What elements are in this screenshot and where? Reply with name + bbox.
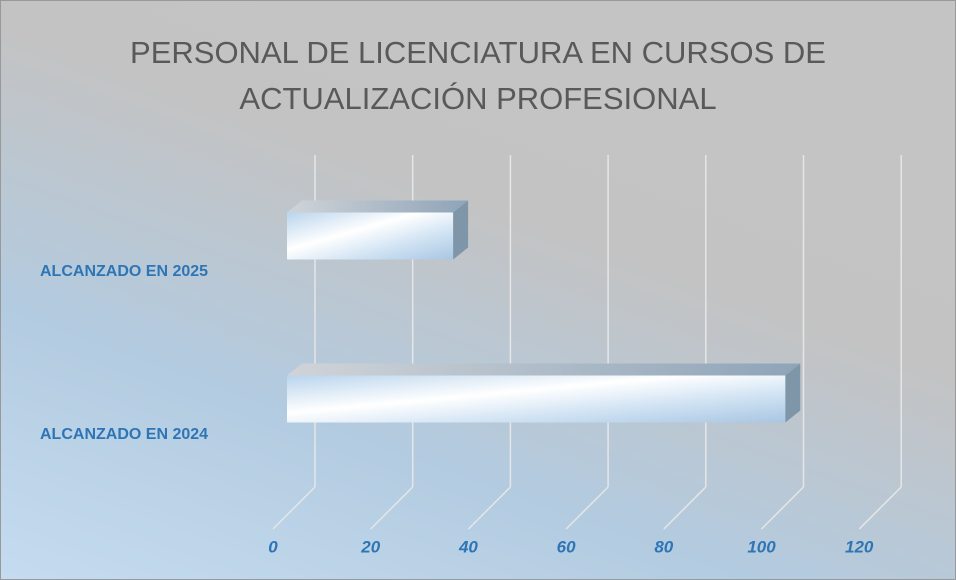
bar-top [287,363,801,376]
floor-grid-line [760,486,805,530]
x-tick-label: 80 [654,537,673,556]
y-tick-label: ALCANZADO EN 2025 [40,263,208,280]
x-tick-label: 100 [747,537,776,556]
floor-grid-line [663,486,707,530]
x-tick-label: 0 [268,537,278,556]
bar-side [785,363,801,423]
x-tick-label: 20 [360,537,380,556]
y-tick-label: ALCANZADO EN 2024 [40,426,208,443]
floor-grid-line [467,486,511,530]
x-tick-label: 120 [845,537,874,556]
x-tick-label: 60 [557,537,576,556]
chart-title: PERSONAL DE LICENCIATURA EN CURSOS DE AC… [130,35,826,116]
x-tick-label: 40 [458,537,478,556]
bar-side [453,200,469,260]
floor-grid-line [370,486,414,530]
floor-grid-line [272,486,316,530]
floor-grid-line [565,486,609,530]
floor-grid-line [858,486,902,530]
bar-top [287,200,469,213]
bar [287,375,786,423]
bar [287,212,454,260]
